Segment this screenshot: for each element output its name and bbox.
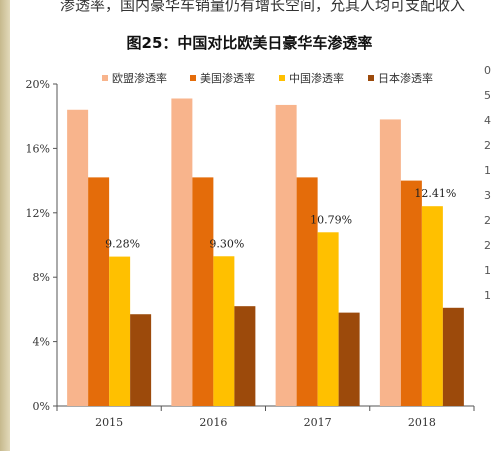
bar-欧盟渗透率-2017 bbox=[275, 104, 297, 407]
bar-美国渗透率-2016 bbox=[192, 177, 214, 406]
right-fragment: 1 bbox=[484, 264, 491, 277]
data-label: 12.41% bbox=[414, 187, 456, 200]
right-text-fragments: 0 5 4 2 1 3 2 2 1 1 bbox=[484, 58, 499, 308]
x-tick-label: 2017 bbox=[304, 416, 332, 429]
bar-中国渗透率-2018 bbox=[421, 206, 443, 406]
y-tick-label: 8% bbox=[33, 271, 50, 284]
legend-swatch bbox=[102, 75, 108, 81]
y-tick-label: 0% bbox=[33, 400, 50, 413]
right-fragment: 1 bbox=[484, 289, 491, 302]
bar-日本渗透率-2017 bbox=[338, 312, 360, 406]
right-fragment: 1 bbox=[484, 164, 491, 177]
bar-中国渗透率-2015 bbox=[109, 256, 131, 406]
data-label: 9.30% bbox=[209, 237, 244, 250]
right-fragment: 3 bbox=[484, 189, 491, 202]
right-fragment: 4 bbox=[484, 114, 491, 127]
legend-label: 中国渗透率 bbox=[289, 71, 344, 85]
right-fragment: 2 bbox=[484, 239, 491, 252]
right-fragment: 2 bbox=[484, 139, 491, 152]
y-tick-label: 16% bbox=[26, 142, 50, 155]
bar-日本渗透率-2018 bbox=[442, 307, 464, 406]
right-fragment: 2 bbox=[484, 214, 491, 227]
legend-swatch bbox=[279, 75, 285, 81]
x-tick-label: 2016 bbox=[199, 416, 227, 429]
bar-美国渗透率-2015 bbox=[88, 177, 110, 406]
data-label: 9.28% bbox=[105, 238, 140, 251]
x-tick-label: 2018 bbox=[408, 416, 436, 429]
bar-美国渗透率-2017 bbox=[296, 177, 318, 406]
legend-swatch bbox=[190, 75, 196, 81]
bar-欧盟渗透率-2016 bbox=[171, 98, 193, 407]
legend-swatch bbox=[368, 75, 374, 81]
y-tick-label: 4% bbox=[33, 336, 50, 349]
data-label: 10.79% bbox=[310, 213, 352, 226]
right-fragment: 5 bbox=[484, 89, 491, 102]
legend-label: 日本渗透率 bbox=[378, 71, 433, 85]
bar-欧盟渗透率-2018 bbox=[379, 119, 401, 407]
bar-日本渗透率-2015 bbox=[130, 314, 152, 406]
right-fragment: 0 bbox=[484, 64, 491, 77]
y-tick-label: 12% bbox=[26, 207, 50, 220]
legend-label: 欧盟渗透率 bbox=[112, 71, 167, 85]
bar-日本渗透率-2016 bbox=[234, 306, 256, 406]
bar-中国渗透率-2017 bbox=[317, 232, 339, 406]
left-decorative-bar bbox=[0, 0, 10, 451]
y-tick-label: 20% bbox=[26, 78, 50, 91]
x-tick-label: 2015 bbox=[95, 416, 123, 429]
legend-label: 美国渗透率 bbox=[200, 71, 255, 85]
figure-title: 图25：中国对比欧美日豪华车渗透率 bbox=[126, 34, 373, 52]
bar-中国渗透率-2016 bbox=[213, 256, 235, 406]
bar-欧盟渗透率-2015 bbox=[67, 109, 89, 406]
bar-美国渗透率-2018 bbox=[400, 180, 422, 406]
context-text: 渗透率，国内豪华车销量仍有增长空间，允其人均可支配收入 bbox=[60, 0, 466, 14]
